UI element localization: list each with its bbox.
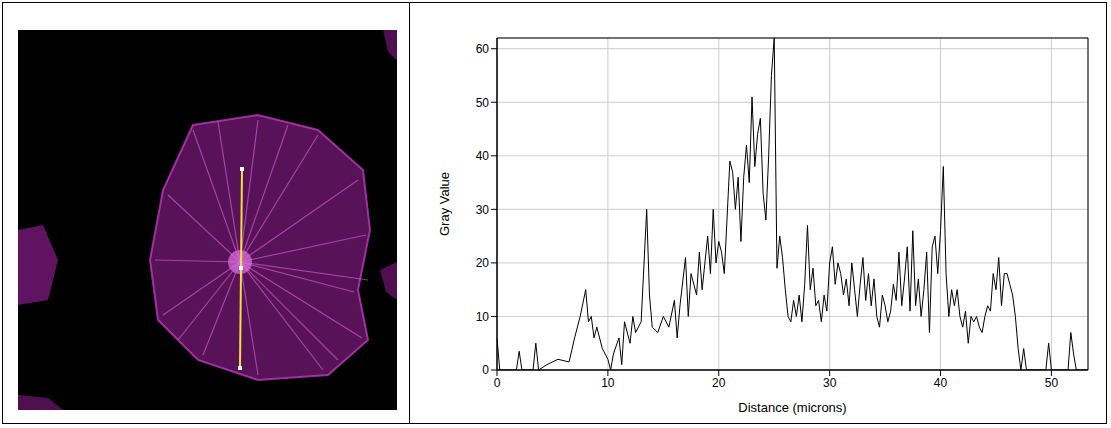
svg-text:20: 20 xyxy=(476,256,490,270)
svg-text:30: 30 xyxy=(476,203,490,217)
svg-text:40: 40 xyxy=(934,376,948,390)
svg-text:20: 20 xyxy=(712,376,726,390)
svg-text:0: 0 xyxy=(494,376,501,390)
svg-text:Gray Value: Gray Value xyxy=(437,172,452,236)
svg-text:Distance (microns): Distance (microns) xyxy=(738,400,846,415)
svg-text:50: 50 xyxy=(476,96,490,110)
svg-text:40: 40 xyxy=(476,149,490,163)
svg-text:10: 10 xyxy=(601,376,615,390)
svg-text:60: 60 xyxy=(476,42,490,56)
svg-text:0: 0 xyxy=(482,363,489,377)
svg-text:10: 10 xyxy=(476,310,490,324)
svg-text:50: 50 xyxy=(1045,376,1059,390)
svg-text:30: 30 xyxy=(823,376,837,390)
